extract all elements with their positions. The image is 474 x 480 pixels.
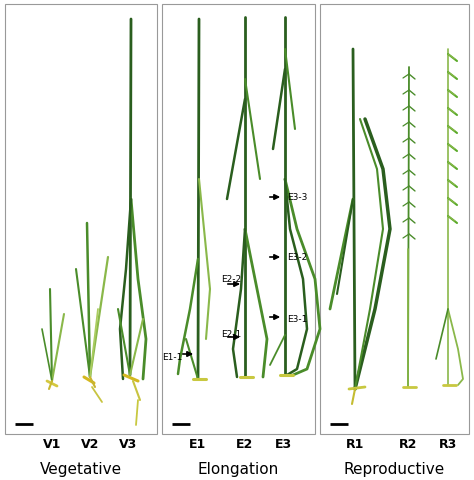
Text: E2: E2 (237, 438, 254, 451)
Text: E3: E3 (274, 438, 292, 451)
Text: R1: R1 (346, 438, 364, 451)
Text: V3: V3 (119, 438, 137, 451)
Text: R3: R3 (439, 438, 457, 451)
Text: V1: V1 (43, 438, 61, 451)
Text: Vegetative: Vegetative (40, 462, 122, 477)
Text: R2: R2 (399, 438, 417, 451)
Text: Reproductive: Reproductive (343, 462, 445, 477)
Text: E1-1: E1-1 (162, 353, 182, 362)
Text: V2: V2 (81, 438, 99, 451)
Bar (320, 5, 469, 434)
Bar (162, 5, 315, 434)
Text: E2-2: E2-2 (221, 275, 241, 284)
Text: Elongation: Elongation (197, 462, 279, 477)
Bar (5, 5, 157, 434)
Text: E3-2: E3-2 (287, 253, 307, 262)
Text: E1: E1 (190, 438, 207, 451)
Text: E3-3: E3-3 (287, 193, 307, 202)
Text: E3-1: E3-1 (287, 315, 307, 324)
Text: E2-1: E2-1 (221, 330, 241, 339)
